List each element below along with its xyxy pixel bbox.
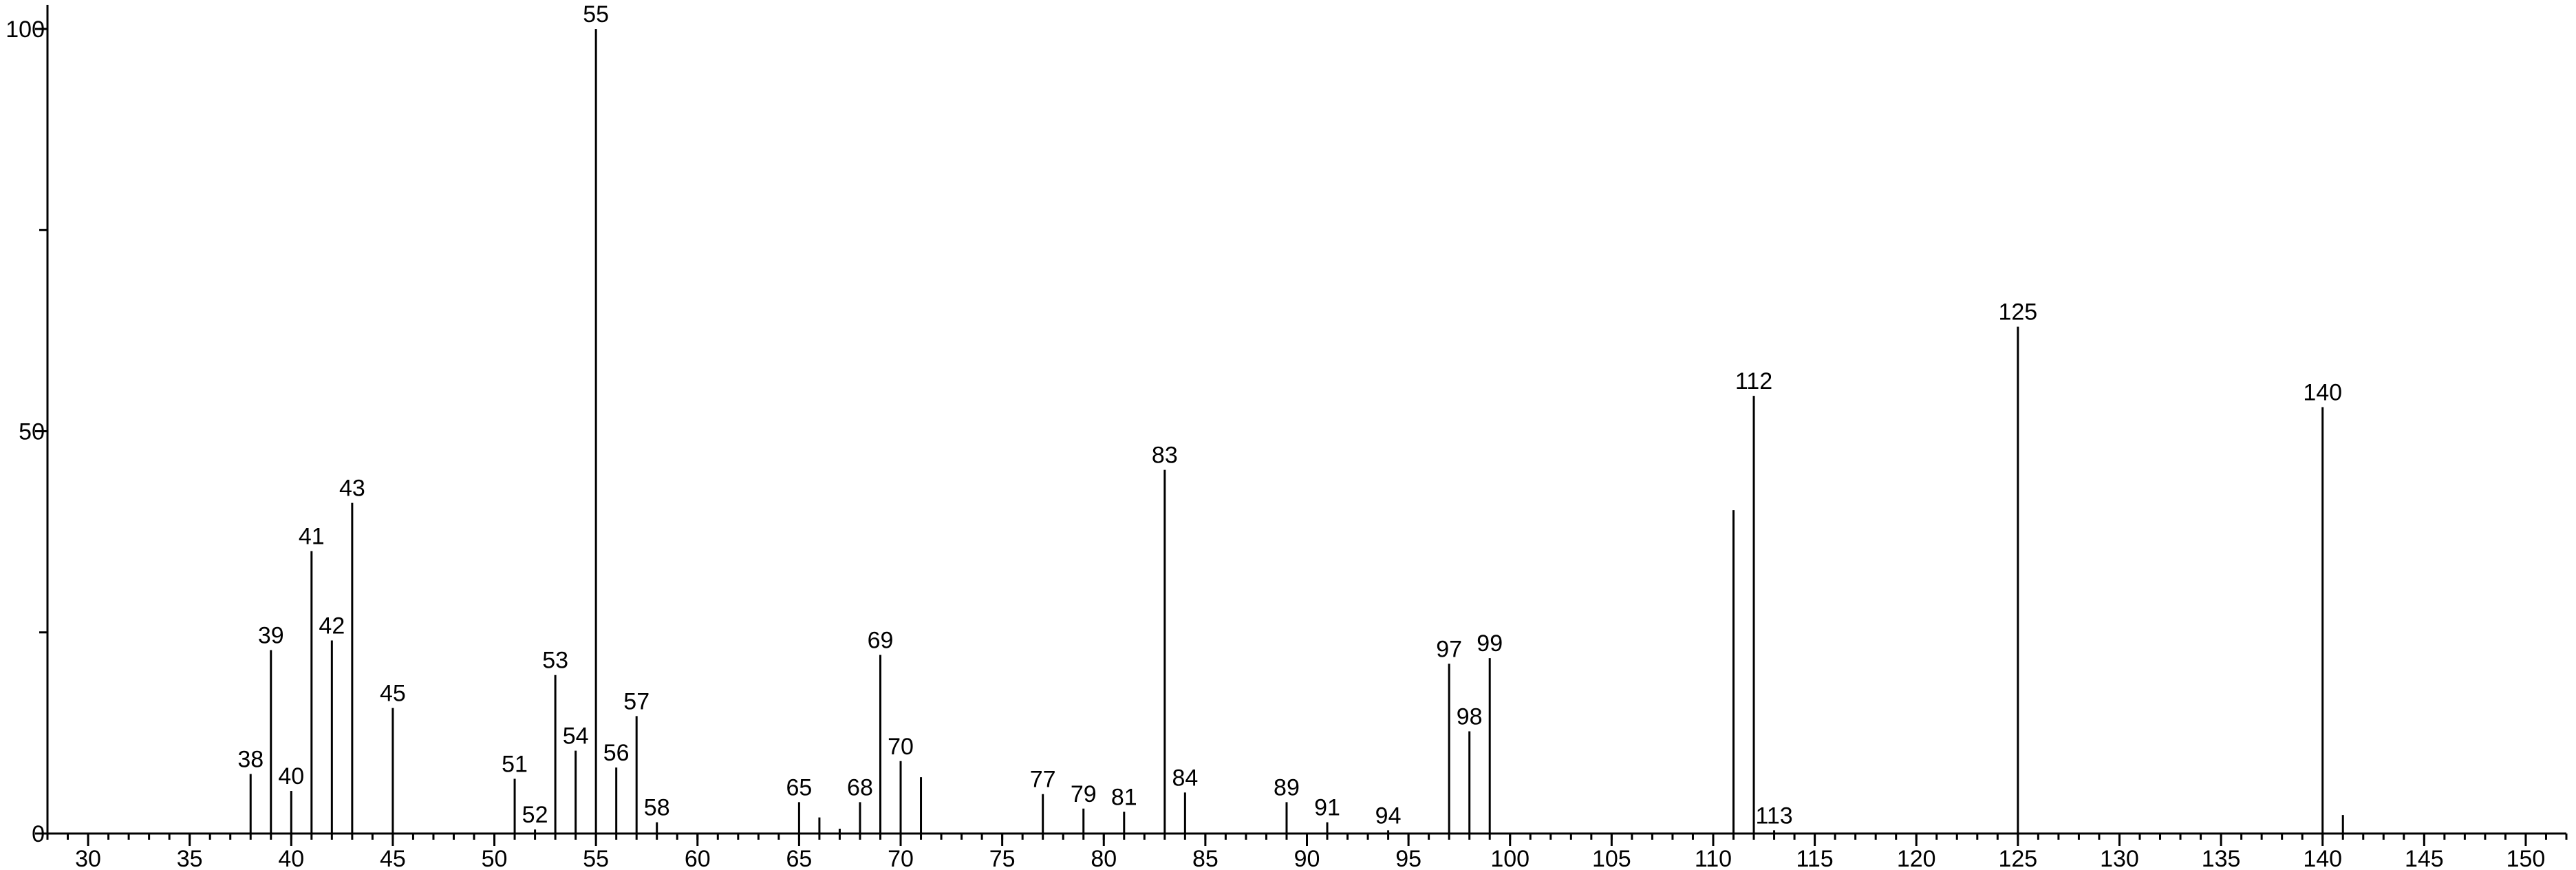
x-tick-label: 35 [177, 846, 203, 870]
peak-label: 94 [1375, 803, 1402, 829]
x-tick-label: 100 [1490, 846, 1530, 870]
x-tick-label: 90 [1294, 846, 1320, 870]
peak-label: 77 [1030, 767, 1056, 793]
x-tick-label: 65 [786, 846, 812, 870]
x-tick-label: 80 [1091, 846, 1117, 870]
peak-label: 41 [299, 524, 325, 550]
x-tick-label: 150 [2507, 846, 2546, 870]
x-tick-label: 95 [1395, 846, 1421, 870]
peak-label: 58 [644, 795, 670, 821]
x-tick-label: 140 [2303, 846, 2342, 870]
peak-label: 69 [868, 627, 894, 653]
x-tick-label: 70 [888, 846, 914, 870]
x-tick-label: 30 [75, 846, 101, 870]
x-tick-label: 135 [2202, 846, 2241, 870]
peak-label: 125 [1998, 299, 2037, 326]
peak-label: 55 [583, 1, 609, 28]
peak-label: 89 [1274, 774, 1300, 800]
y-tick-label: 100 [6, 17, 45, 43]
peak-label: 56 [603, 740, 630, 766]
x-tick-label: 105 [1592, 846, 1631, 870]
peak-label: 42 [319, 613, 345, 639]
y-tick-label: 0 [32, 821, 45, 847]
peak-label: 65 [786, 774, 812, 800]
peak-label: 113 [1755, 803, 1792, 829]
x-tick-label: 110 [1695, 846, 1732, 870]
x-tick-label: 130 [2100, 846, 2139, 870]
peak-label: 81 [1111, 784, 1137, 810]
y-tick-label: 50 [19, 419, 45, 445]
peak-label: 57 [623, 688, 650, 714]
peak-label: 53 [542, 648, 568, 674]
peak-label: 140 [2303, 379, 2342, 405]
x-tick-label: 145 [2405, 846, 2444, 870]
peak-label: 38 [237, 746, 264, 772]
peak-label: 99 [1477, 630, 1503, 657]
peak-label: 79 [1071, 781, 1097, 807]
x-tick-label: 55 [583, 846, 609, 870]
x-tick-label: 125 [1998, 846, 2037, 870]
x-tick-label: 120 [1897, 846, 1936, 870]
peak-label: 52 [522, 802, 548, 828]
peak-label: 83 [1152, 443, 1178, 469]
peak-label: 54 [563, 723, 589, 750]
peak-label: 51 [502, 752, 528, 778]
x-tick-label: 45 [380, 846, 406, 870]
x-tick-label: 50 [482, 846, 508, 870]
peak-label: 91 [1314, 795, 1340, 821]
x-tick-label: 40 [278, 846, 304, 870]
peak-label: 45 [380, 681, 406, 707]
peak-label: 97 [1436, 636, 1462, 662]
x-tick-label: 60 [685, 846, 711, 870]
peak-label: 112 [1735, 368, 1772, 394]
peak-label: 70 [888, 734, 914, 760]
x-tick-label: 85 [1192, 846, 1219, 870]
peak-label: 43 [339, 476, 365, 502]
peak-label: 68 [847, 774, 873, 800]
peak-label: 98 [1457, 704, 1483, 730]
x-tick-label: 115 [1796, 846, 1833, 870]
peak-label: 40 [278, 763, 304, 789]
peak-label: 84 [1172, 765, 1198, 791]
peak-label: 39 [258, 622, 284, 648]
x-tick-label: 75 [989, 846, 1016, 870]
